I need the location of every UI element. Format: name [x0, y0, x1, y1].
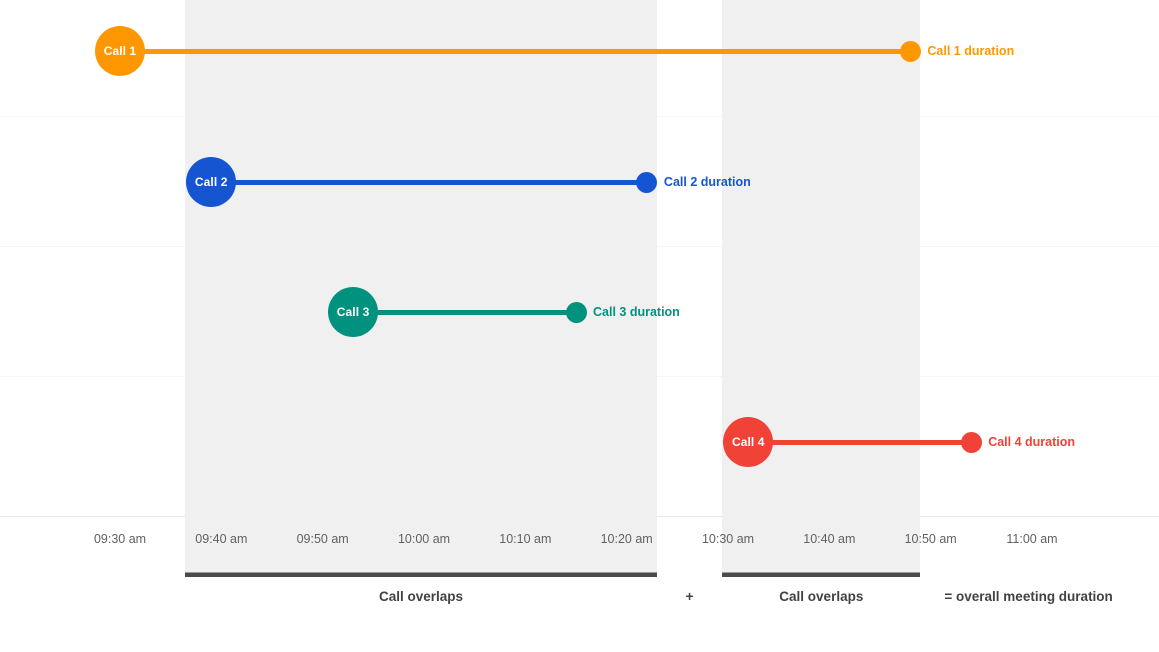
call-bubble: Call 3 — [328, 287, 379, 337]
x-axis-tick-label: 10:30 am — [701, 532, 755, 546]
x-axis-tick-label: 09:30 am — [93, 532, 147, 546]
x-axis-tick-label: 10:10 am — [499, 532, 552, 546]
overlap-underline-bar — [185, 572, 657, 577]
call-duration-label: Call 1 duration — [927, 44, 1015, 58]
call-bubble-label: Call 4 — [731, 435, 765, 449]
overlap-caption: Call overlaps — [379, 589, 464, 604]
call-duration-line — [748, 439, 972, 445]
call-duration-line — [353, 309, 576, 315]
call-duration-line — [211, 179, 647, 185]
call-bubble: Call 4 — [723, 417, 774, 467]
call-bubble: Call 1 — [95, 26, 145, 76]
overlap-band — [185, 0, 657, 572]
x-axis-tick-label: 10:00 am — [397, 532, 451, 546]
call-duration-line — [120, 48, 911, 54]
call-duration-label: Call 4 duration — [988, 435, 1076, 449]
overall-meeting-duration-caption: = overall meeting duration — [944, 589, 1113, 604]
overlap-underline-bar — [722, 572, 921, 577]
call-end-dot — [960, 431, 982, 453]
call-bubble: Call 2 — [186, 157, 237, 207]
x-axis-tick-label: 10:40 am — [803, 532, 856, 546]
overlap-caption: Call overlaps — [779, 589, 864, 604]
x-axis-tick-label: 09:50 am — [296, 532, 349, 546]
call-end-dot — [636, 171, 658, 193]
call-bubble-label: Call 3 — [336, 305, 370, 319]
call-duration-label: Call 2 duration — [663, 175, 751, 189]
plus-sign: + — [685, 589, 694, 604]
x-axis-tick-label: 10:50 am — [904, 532, 957, 546]
call-bubble-label: Call 1 — [103, 44, 137, 58]
call-end-dot — [565, 301, 587, 323]
call-bubble-label: Call 2 — [194, 175, 228, 189]
call-duration-label: Call 3 duration — [593, 305, 680, 319]
x-axis-tick-label: 09:40 am — [195, 532, 248, 546]
overlap-band — [722, 0, 921, 572]
call-end-dot — [899, 40, 921, 62]
x-axis-tick-label: 11:00 am — [1006, 532, 1058, 546]
x-axis-tick-label: 10:20 am — [600, 532, 653, 546]
